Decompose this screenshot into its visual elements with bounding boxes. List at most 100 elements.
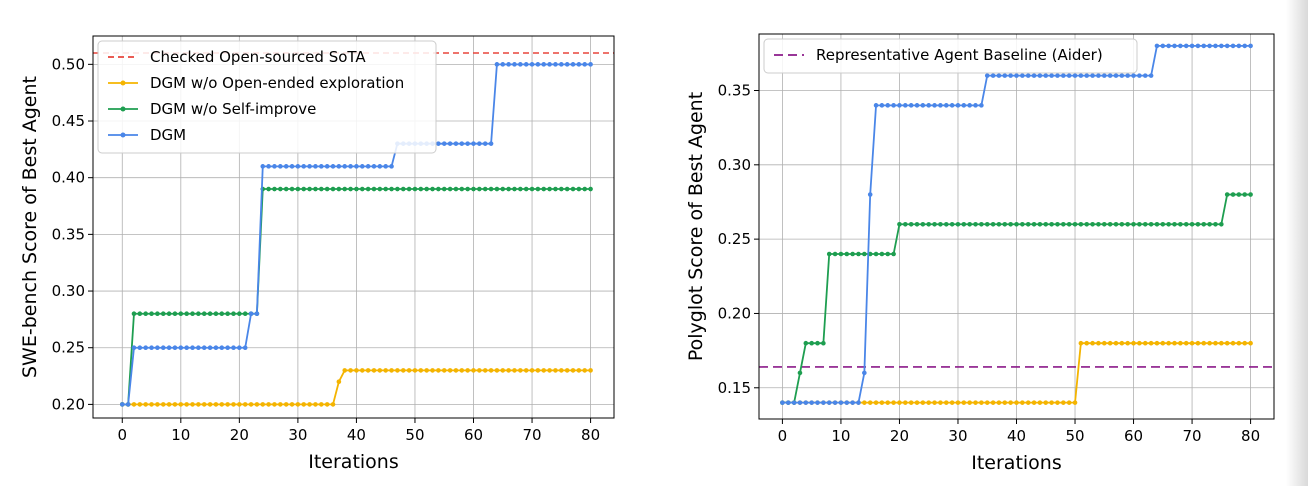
x-tick-label: 30 (288, 426, 307, 444)
data-point (1031, 73, 1037, 78)
data-point (389, 186, 394, 192)
data-point (1189, 340, 1195, 346)
data-point (371, 186, 377, 192)
data-point (559, 186, 564, 192)
data-point (155, 345, 160, 351)
data-point (1002, 221, 1008, 227)
data-point (1148, 221, 1154, 227)
data-point (143, 311, 148, 317)
data-point (547, 62, 552, 67)
data-point (283, 186, 289, 192)
data-point (908, 221, 914, 227)
data-point (237, 345, 242, 351)
data-point (424, 368, 429, 373)
data-point (237, 402, 242, 407)
series-2 (119, 62, 593, 407)
data-point (1031, 221, 1037, 227)
data-point (1160, 221, 1166, 227)
data-point (564, 368, 570, 373)
data-point (873, 251, 879, 257)
data-point (1025, 400, 1031, 405)
data-point (219, 345, 225, 351)
data-point (389, 164, 394, 169)
data-point (184, 345, 189, 351)
data-point (500, 186, 506, 192)
data-point (371, 368, 377, 373)
data-point (231, 345, 236, 351)
data-point (1084, 73, 1090, 78)
data-point (412, 368, 418, 373)
data-point (131, 311, 137, 317)
data-point (535, 186, 541, 192)
data-point (459, 141, 465, 146)
data-point (1207, 340, 1212, 346)
data-point (201, 345, 207, 351)
y-tick-label: 0.35 (718, 81, 751, 99)
data-point (523, 186, 529, 192)
data-point (301, 164, 307, 169)
data-point (453, 186, 459, 192)
legend-label: DGM w/o Open-ended exploration (150, 74, 404, 92)
data-point (996, 400, 1002, 405)
data-point (955, 103, 961, 108)
data-point (984, 221, 990, 227)
data-point (996, 221, 1002, 227)
data-point (471, 368, 476, 373)
data-point (283, 402, 289, 407)
data-point (231, 311, 236, 317)
data-point (1049, 400, 1054, 405)
data-point (943, 103, 949, 108)
data-point (477, 186, 482, 192)
legend-label: Representative Agent Baseline (Aider) (816, 46, 1103, 64)
data-point (588, 186, 593, 192)
data-point (166, 311, 172, 317)
data-point (821, 400, 826, 405)
data-point (926, 103, 932, 108)
data-point (1078, 340, 1084, 346)
data-point (815, 400, 820, 405)
data-point (225, 345, 230, 351)
data-point (242, 402, 248, 407)
data-point (832, 400, 838, 405)
data-point (961, 103, 967, 108)
data-point (1113, 73, 1119, 78)
legend-box (763, 38, 1138, 74)
data-point (424, 186, 429, 192)
data-point (885, 251, 891, 257)
data-point (201, 311, 207, 317)
data-point (1125, 73, 1130, 78)
data-point (1066, 221, 1072, 227)
data-point (471, 186, 476, 192)
data-point (178, 402, 184, 407)
series-2 (780, 43, 1253, 405)
data-point (1090, 73, 1095, 78)
data-point (295, 186, 301, 192)
polyglot-chart: 0 10 20 30 40 50 60 70 80 0.15 0.20 0.25 0.30 0.35 Ite… (685, 33, 1275, 474)
data-point (1207, 43, 1212, 49)
data-point (160, 402, 166, 407)
data-point (990, 400, 996, 405)
data-point (313, 164, 318, 169)
data-point (553, 62, 558, 67)
data-point (213, 345, 219, 351)
plot-frame (758, 33, 1275, 420)
data-point (441, 141, 447, 146)
data-point (377, 186, 383, 192)
data-point (867, 192, 873, 197)
data-point (418, 368, 424, 373)
data-point (1113, 221, 1119, 227)
data-point (506, 62, 511, 67)
data-point (354, 368, 359, 373)
page-scrollbar[interactable] (1286, 0, 1308, 486)
data-point (1113, 340, 1119, 346)
data-point (447, 141, 453, 146)
data-point (196, 345, 201, 351)
data-point (313, 186, 318, 192)
data-point (1043, 400, 1049, 405)
data-point (570, 186, 576, 192)
data-point (903, 103, 908, 108)
x-tick-label: 70 (1183, 427, 1202, 445)
y-tick-label: 0.25 (718, 230, 751, 248)
data-point (523, 368, 529, 373)
data-point (984, 73, 990, 78)
